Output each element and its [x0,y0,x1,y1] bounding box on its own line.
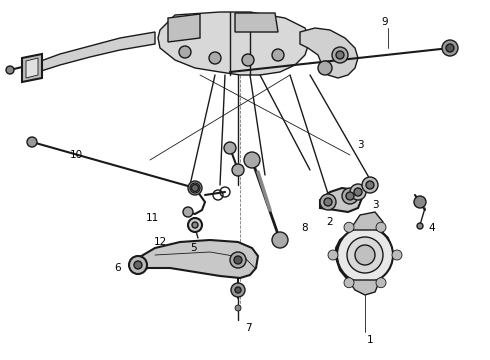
Circle shape [231,283,245,297]
Circle shape [179,46,191,58]
Circle shape [337,227,393,283]
Text: 10: 10 [70,150,82,160]
Circle shape [235,287,241,293]
Circle shape [188,181,202,195]
Circle shape [392,250,402,260]
Circle shape [344,222,354,232]
Text: 11: 11 [146,213,159,223]
Polygon shape [158,12,310,75]
Circle shape [414,196,426,208]
Text: 5: 5 [190,243,196,253]
Circle shape [354,188,362,196]
Circle shape [376,278,386,288]
Circle shape [346,192,354,200]
Text: 3: 3 [357,140,363,150]
Polygon shape [336,225,392,284]
Polygon shape [138,240,258,278]
Circle shape [272,49,284,61]
Circle shape [318,61,332,75]
Circle shape [417,223,423,229]
Text: 6: 6 [115,263,122,273]
Circle shape [336,51,344,59]
Circle shape [242,54,254,66]
Polygon shape [38,32,155,72]
Circle shape [244,152,260,168]
Circle shape [183,207,193,217]
Circle shape [192,222,198,228]
Circle shape [376,222,386,232]
Circle shape [362,177,378,193]
Polygon shape [26,58,38,78]
Circle shape [134,261,142,269]
Circle shape [320,194,336,210]
Text: 1: 1 [367,335,373,345]
Circle shape [350,184,366,200]
Text: 3: 3 [372,200,378,210]
Polygon shape [350,212,383,230]
Circle shape [324,198,332,206]
Circle shape [235,305,241,311]
Circle shape [188,218,202,232]
Circle shape [6,66,14,74]
Polygon shape [300,28,358,78]
Circle shape [332,47,348,63]
Circle shape [232,164,244,176]
Circle shape [355,245,375,265]
Circle shape [190,183,200,193]
Polygon shape [320,188,362,212]
Text: 9: 9 [382,17,388,27]
Circle shape [344,278,354,288]
Circle shape [347,237,383,273]
Polygon shape [235,13,278,32]
Circle shape [366,181,374,189]
Polygon shape [348,280,380,295]
Circle shape [342,188,358,204]
Text: 2: 2 [327,217,333,227]
Circle shape [442,40,458,56]
Text: 8: 8 [302,223,308,233]
Circle shape [27,137,37,147]
Circle shape [192,184,198,192]
Circle shape [328,250,338,260]
Circle shape [446,44,454,52]
Circle shape [209,52,221,64]
Text: 4: 4 [429,223,435,233]
Text: 12: 12 [153,237,167,247]
Polygon shape [168,14,200,42]
Circle shape [224,142,236,154]
Circle shape [230,252,246,268]
Circle shape [129,256,147,274]
Text: 7: 7 [245,323,251,333]
Circle shape [234,256,242,264]
Polygon shape [22,54,42,82]
Circle shape [272,232,288,248]
